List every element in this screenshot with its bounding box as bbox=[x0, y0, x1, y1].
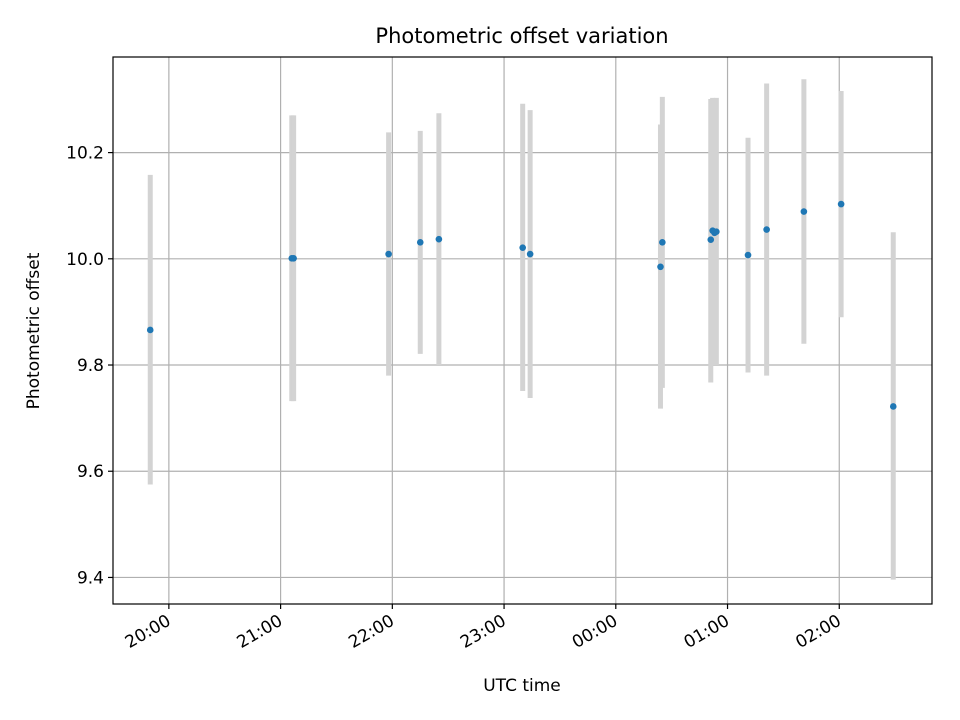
data-point bbox=[707, 236, 715, 243]
data-point bbox=[385, 250, 392, 258]
x-axis-label: UTC time bbox=[483, 676, 561, 696]
data-point bbox=[659, 239, 666, 246]
data-point bbox=[713, 228, 720, 236]
data-point bbox=[435, 235, 443, 243]
plot-area-frame bbox=[112, 56, 933, 605]
y-tick-label: 10.0 bbox=[66, 250, 104, 270]
y-tick-label: 9.8 bbox=[77, 356, 104, 376]
data-point bbox=[657, 263, 664, 271]
data-point bbox=[800, 208, 808, 215]
data-point bbox=[837, 200, 845, 208]
data-point bbox=[889, 403, 897, 410]
grid bbox=[113, 57, 932, 604]
data-point bbox=[519, 244, 526, 251]
y-axis-ticks: 9.4 9.6 9.8 10.0 10.2 bbox=[66, 144, 113, 588]
y-axis-label: Photometric offset bbox=[24, 252, 44, 409]
data-points bbox=[146, 200, 897, 410]
chart-title: Photometric offset variation bbox=[375, 24, 668, 48]
data-point bbox=[744, 251, 752, 259]
data-point bbox=[416, 239, 424, 246]
data-point bbox=[146, 326, 154, 334]
y-tick-label: 9.6 bbox=[77, 462, 104, 482]
y-tick-label: 10.2 bbox=[66, 144, 104, 164]
data-point bbox=[526, 250, 534, 258]
data-point bbox=[290, 254, 297, 262]
data-point bbox=[763, 226, 770, 233]
y-tick-label: 9.4 bbox=[77, 568, 104, 588]
